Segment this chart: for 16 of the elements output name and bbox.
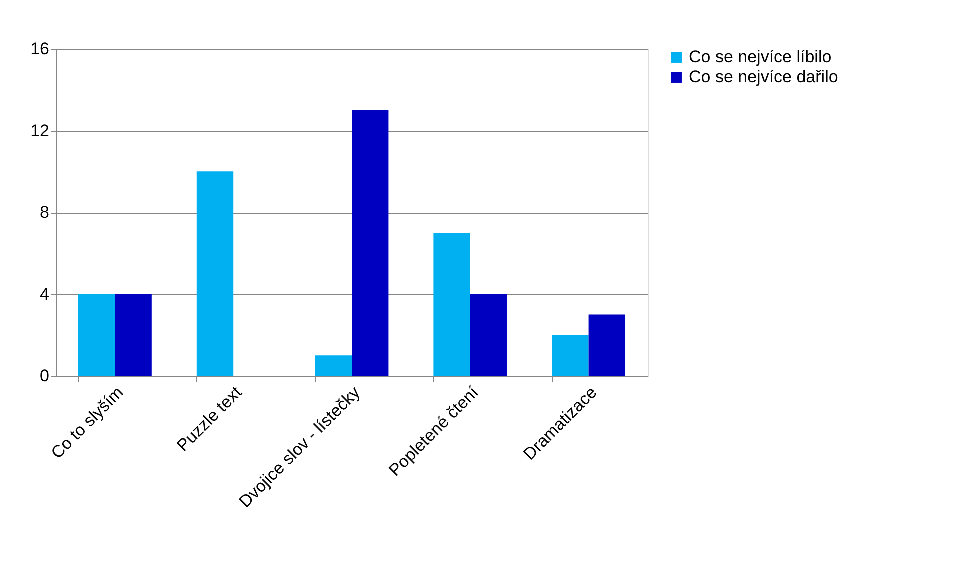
y-tick-label: 4	[40, 284, 50, 304]
bar	[315, 356, 352, 376]
bar	[78, 294, 116, 376]
bar	[352, 110, 389, 376]
y-tick-label: 0	[40, 366, 50, 386]
y-tick-label: 12	[30, 121, 50, 140]
bar	[470, 294, 508, 376]
bar	[196, 172, 234, 376]
y-tick-label: 8	[40, 203, 50, 222]
y-tick-label: 16	[30, 40, 50, 58]
bar	[115, 294, 152, 376]
bar	[552, 335, 589, 376]
legend-label: Co se nejvíce dařilo	[689, 68, 838, 86]
bar	[434, 232, 470, 376]
legend-label: Co se nejvíce líbilo	[689, 48, 832, 66]
bar	[588, 314, 626, 376]
